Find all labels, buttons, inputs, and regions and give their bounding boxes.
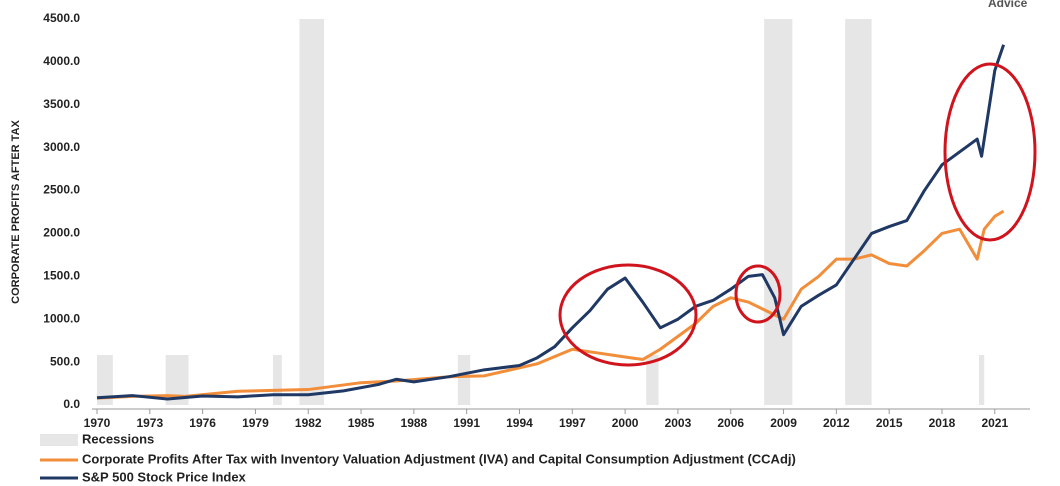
x-tick-label: 1982 xyxy=(295,416,322,430)
y-tick-label: 4000.0 xyxy=(43,54,80,68)
highlight-ellipse xyxy=(558,263,698,367)
x-tick-label: 2000 xyxy=(612,416,639,430)
recession-band xyxy=(646,355,659,405)
y-tick-label: 1000.0 xyxy=(43,311,80,325)
x-tick-label: 2012 xyxy=(823,416,850,430)
x-tick-label: 1976 xyxy=(189,416,216,430)
y-axis-label: CORPORATE PROFITS AFTER TAX xyxy=(10,119,22,303)
x-tick-label: 1985 xyxy=(348,416,375,430)
x-tick-label: 1988 xyxy=(401,416,428,430)
legend-label: S&P 500 Stock Price Index xyxy=(82,469,247,484)
y-tick-label: 2000.0 xyxy=(43,226,80,240)
highlight-ellipse xyxy=(734,264,782,324)
recession-band xyxy=(978,355,985,405)
x-tick-label: 2003 xyxy=(665,416,692,430)
x-tick-label: 1970 xyxy=(84,416,111,430)
x-tick-label: 2018 xyxy=(929,416,956,430)
x-tick-label: 1979 xyxy=(242,416,269,430)
series-line xyxy=(96,209,1005,400)
x-tick-label: 1973 xyxy=(136,416,163,430)
y-tick-label: 2500.0 xyxy=(43,183,80,197)
y-tick-label: 500.0 xyxy=(50,354,80,368)
y-tick-label: 4500.0 xyxy=(43,11,80,25)
logo-text: Advice xyxy=(988,0,1028,10)
x-tick-label: 2009 xyxy=(770,416,797,430)
x-tick-label: 1997 xyxy=(559,416,586,430)
x-tick-label: 1991 xyxy=(453,416,480,430)
legend-swatch xyxy=(40,434,78,446)
x-tick-label: 2021 xyxy=(981,416,1008,430)
recession-band xyxy=(273,355,282,405)
plot-area: 0.0 500.0 1000.0 1500.0 2000.0 2500.0 3000.0 35… xyxy=(43,11,1030,430)
y-tick-label: 0.0 xyxy=(63,397,80,411)
y-tick-label: 3000.0 xyxy=(43,140,80,154)
series-line xyxy=(96,44,1006,401)
legend-label: Recessions xyxy=(82,431,154,446)
legend-label: Corporate Profits After Tax with Invento… xyxy=(82,451,796,466)
recession-band xyxy=(457,355,471,405)
highlight-ellipse xyxy=(943,62,1037,242)
x-tick-label: 2015 xyxy=(876,416,903,430)
x-tick-label: 1994 xyxy=(506,416,533,430)
recession-band xyxy=(764,19,793,405)
recession-band xyxy=(165,355,189,405)
recession-band xyxy=(845,19,872,405)
x-tick-label: 2006 xyxy=(717,416,744,430)
y-tick-label: 1500.0 xyxy=(43,269,80,283)
recession-band xyxy=(97,355,113,405)
y-tick-label: 3500.0 xyxy=(43,97,80,111)
recession-band xyxy=(299,19,325,405)
